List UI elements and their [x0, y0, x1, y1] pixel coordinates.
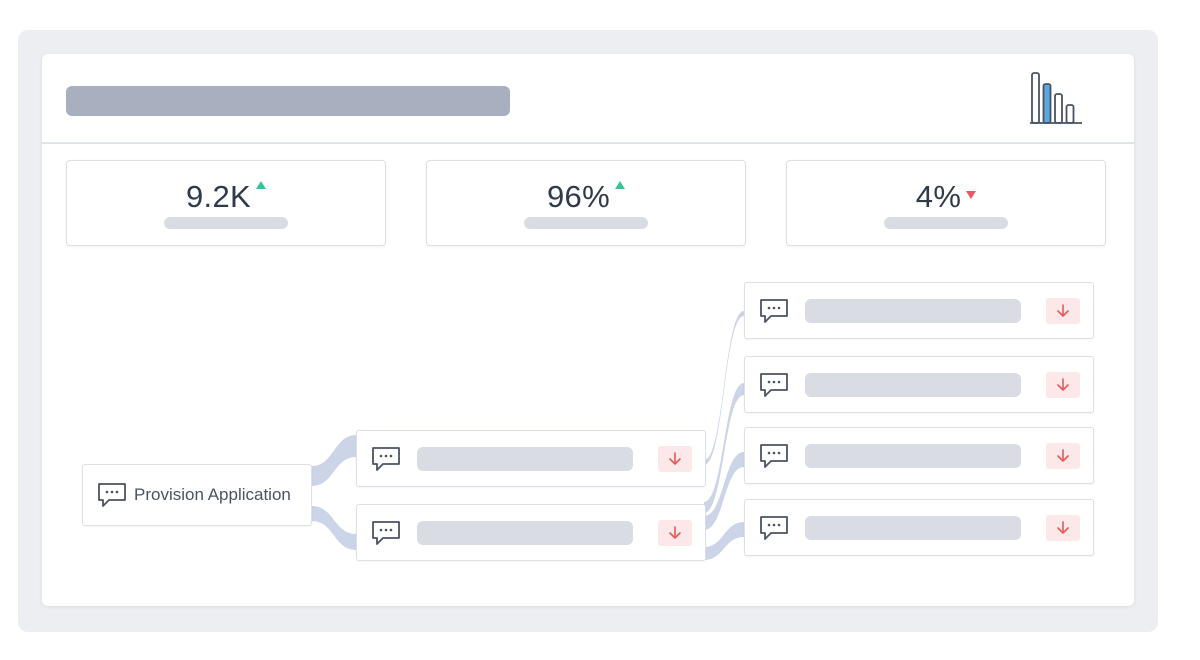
- kpi-label-placeholder: [884, 217, 1008, 229]
- flow-link: [704, 452, 744, 530]
- trend-down-icon: [966, 191, 977, 199]
- chat-bubble-icon: [760, 443, 788, 468]
- trend-up-icon: [255, 181, 266, 189]
- flow-node-label-placeholder: [805, 372, 1021, 397]
- flow-node[interactable]: [356, 430, 706, 487]
- dashboard-card: 9.2K 96% 4% Provision Application: [42, 54, 1134, 606]
- kpi-value: 96%: [547, 178, 610, 214]
- flow-link: [704, 311, 744, 465]
- drill-down-button[interactable]: [1046, 514, 1080, 541]
- drill-down-button[interactable]: [1046, 442, 1080, 469]
- flow-root-node[interactable]: Provision Application: [82, 464, 312, 526]
- trend-up-icon: [614, 181, 625, 189]
- flow-node[interactable]: [356, 504, 706, 561]
- flow-node[interactable]: [744, 427, 1094, 484]
- flow-link: [312, 506, 356, 550]
- chat-bubble-icon: [760, 372, 788, 397]
- bar-chart-icon[interactable]: [1028, 70, 1084, 126]
- kpi-card-2: 96%: [426, 160, 746, 246]
- kpi-value: 9.2K: [186, 178, 251, 214]
- flow-link: [312, 435, 356, 486]
- chat-bubble-icon: [760, 515, 788, 540]
- flow-node-label-placeholder: [805, 443, 1021, 468]
- kpi-card-3: 4%: [786, 160, 1106, 246]
- flow-node[interactable]: [744, 282, 1094, 339]
- arrow-down-icon: [1057, 448, 1069, 462]
- drill-down-button[interactable]: [658, 445, 692, 472]
- arrow-down-icon: [1057, 377, 1069, 391]
- arrow-down-icon: [1057, 520, 1069, 534]
- flow-root-label: Provision Application: [134, 485, 291, 504]
- flow-node-label-placeholder: [805, 515, 1021, 540]
- chat-bubble-icon: [372, 520, 400, 545]
- drill-down-button[interactable]: [1046, 297, 1080, 324]
- flow-node[interactable]: [744, 499, 1094, 556]
- flow-link: [704, 383, 744, 513]
- kpi-value: 4%: [915, 178, 962, 214]
- kpi-label-placeholder: [164, 217, 288, 229]
- flow-node[interactable]: [744, 356, 1094, 413]
- arrow-down-icon: [669, 525, 681, 539]
- flow-link: [704, 522, 744, 560]
- arrow-down-icon: [669, 451, 681, 465]
- flow-node-label-placeholder: [417, 446, 633, 471]
- kpi-card-1: 9.2K: [66, 160, 386, 246]
- flow-connectors: [312, 311, 744, 560]
- chat-bubble-icon: [760, 298, 788, 323]
- drill-down-button[interactable]: [1046, 371, 1080, 398]
- chat-bubble-icon: [372, 446, 400, 471]
- chat-bubble-icon: [98, 483, 126, 507]
- flow-node-label-placeholder: [417, 520, 633, 545]
- drill-down-button[interactable]: [658, 519, 692, 546]
- flow-node-label-placeholder: [805, 298, 1021, 323]
- arrow-down-icon: [1057, 303, 1069, 317]
- kpi-label-placeholder: [524, 217, 648, 229]
- header-divider: [42, 142, 1134, 144]
- header-title-placeholder: [66, 86, 510, 116]
